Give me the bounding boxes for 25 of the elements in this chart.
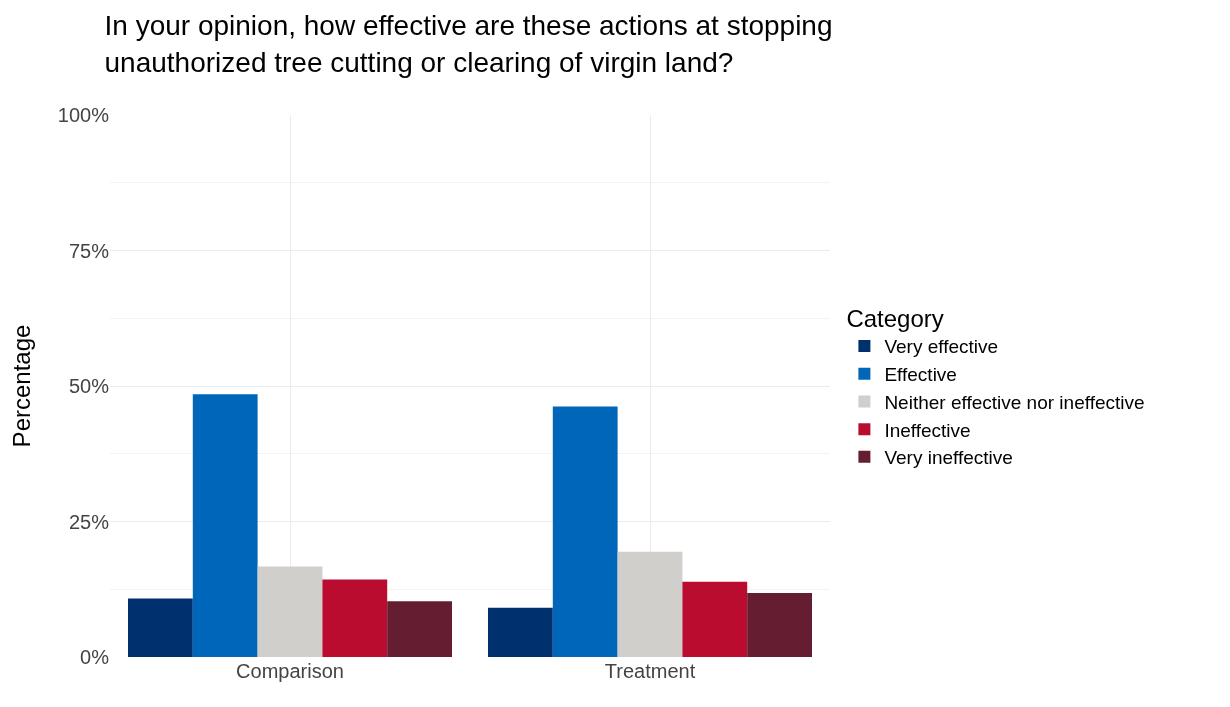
x-tick-label: Comparison	[236, 660, 344, 682]
y-tick-label: 25%	[68, 510, 110, 533]
bar	[257, 566, 323, 657]
legend-title: Category	[846, 305, 944, 333]
legend-label: Very effective	[884, 336, 999, 358]
y-tick-label: 0%	[80, 646, 110, 668]
bar	[552, 406, 618, 657]
legend-label: Ineffective	[884, 419, 971, 441]
y-axis-title: Percentage	[7, 324, 35, 448]
bar	[192, 394, 258, 657]
legend-label: Very ineffective	[884, 447, 1013, 469]
y-tick-label: 50%	[68, 375, 110, 397]
bar	[747, 593, 812, 657]
bar	[322, 579, 388, 657]
bar	[682, 581, 748, 657]
x-tick-label: Treatment	[604, 660, 696, 682]
bar	[488, 607, 553, 657]
bar	[128, 598, 193, 657]
y-tick-label: 100%	[57, 104, 110, 126]
legend-label: Neither effective nor ineffective	[884, 391, 1145, 413]
chart-title: In your opinion, how effective are these actions at stopping unauthorized tree cutting or clearing of virgin land?	[104, 10, 833, 78]
y-tick-label: 75%	[68, 239, 110, 262]
bar	[387, 601, 452, 657]
legend-label: Effective	[884, 364, 957, 386]
bar	[617, 551, 683, 657]
